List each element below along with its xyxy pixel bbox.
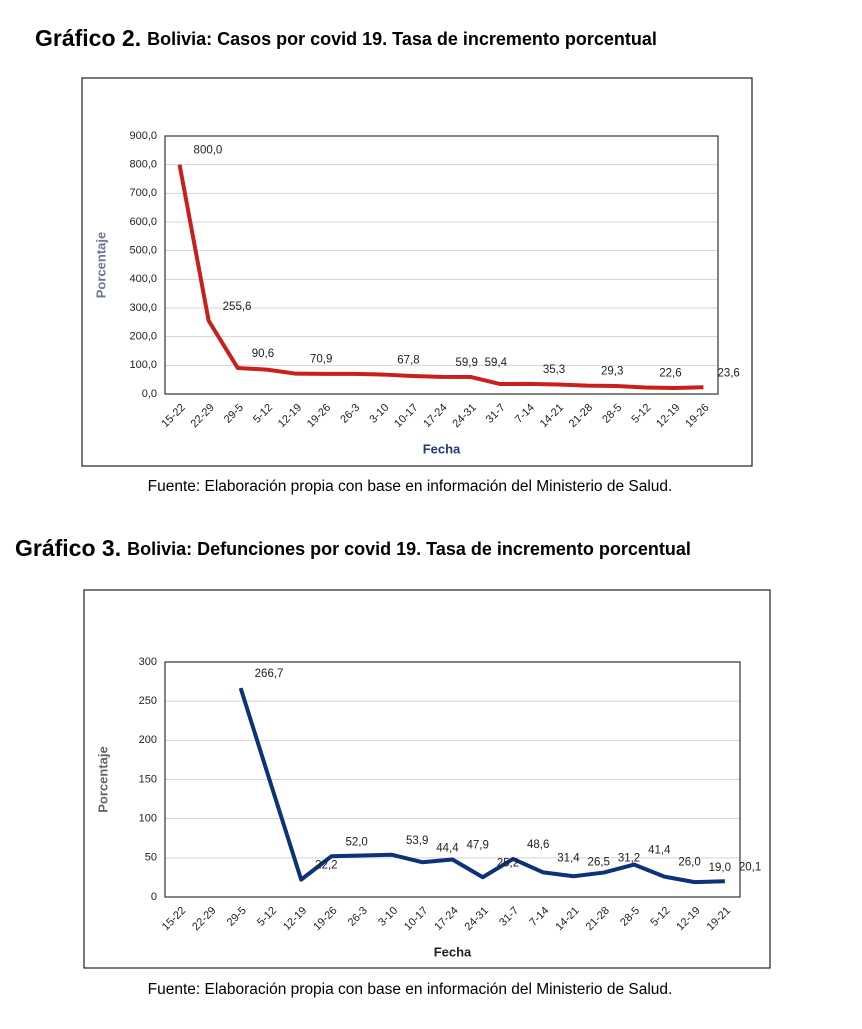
heading: Gráfico 3. Bolivia: Defunciones por covid… <box>15 535 691 561</box>
figure-title: Bolivia: Casos por covid 19. Tasa de inc… <box>147 29 657 49</box>
data-label: 19,0 <box>709 862 731 874</box>
data-label: 44,4 <box>436 842 459 854</box>
data-label: 35,3 <box>543 364 565 376</box>
data-label: 59,4 <box>485 357 508 369</box>
figure-title: Bolivia: Defunciones por covid 19. Tasa … <box>127 539 691 559</box>
source-note: Fuente: Elaboración propia con base en i… <box>148 478 673 495</box>
chart-frame <box>81 77 753 467</box>
y-tick-label: 800,0 <box>129 159 157 171</box>
heading: Gráfico 2. Bolivia: Casos por covid 19. T… <box>35 25 657 51</box>
y-tick-label: 150 <box>139 773 157 785</box>
plot-border <box>164 135 719 395</box>
y-tick-label: 0 <box>151 891 157 903</box>
y-tick-label: 300 <box>139 656 157 668</box>
data-label: 41,4 <box>648 845 671 857</box>
y-tick-label: 200 <box>139 734 157 746</box>
data-label: 53,9 <box>406 835 428 847</box>
data-label: 266,7 <box>255 668 284 680</box>
data-label: 26,5 <box>588 856 610 868</box>
data-label: 29,3 <box>601 366 623 378</box>
y-tick-label: 250 <box>139 695 157 707</box>
y-tick-label: 300,0 <box>129 302 157 314</box>
y-tick-label: 100,0 <box>129 359 157 371</box>
data-label: 52,0 <box>345 836 367 848</box>
data-label: 59,9 <box>456 357 478 369</box>
data-label: 70,9 <box>310 354 332 366</box>
data-label: 90,6 <box>252 348 274 360</box>
y-tick-label: 900,0 <box>129 130 157 142</box>
data-label: 20,1 <box>739 861 761 873</box>
data-label: 23,6 <box>717 367 739 379</box>
y-axis-title: Porcentaje <box>93 232 108 298</box>
y-tick-label: 500,0 <box>129 245 157 257</box>
figure-label: Gráfico 3. <box>15 535 121 561</box>
data-label: 67,8 <box>397 355 419 367</box>
y-tick-label: 100 <box>139 813 157 825</box>
data-label: 31,4 <box>557 852 580 864</box>
data-label: 31,2 <box>618 853 640 865</box>
data-label: 255,6 <box>223 301 252 313</box>
data-line <box>238 687 725 885</box>
y-axis-title: Porcentaje <box>95 746 110 812</box>
x-axis-title: Fecha <box>434 944 472 959</box>
data-line <box>177 164 704 390</box>
data-label: 26,0 <box>678 857 700 869</box>
x-axis-title: Fecha <box>423 441 461 456</box>
data-label: 22,6 <box>659 368 681 380</box>
data-label: 800,0 <box>194 145 223 157</box>
figure-label: Gráfico 2. <box>35 25 141 51</box>
data-label: 25,2 <box>497 857 519 869</box>
plot-border <box>164 661 741 898</box>
y-tick-label: 200,0 <box>129 331 157 343</box>
data-label: 22,2 <box>315 860 337 872</box>
y-tick-label: 600,0 <box>129 216 157 228</box>
data-label: 47,9 <box>467 840 489 852</box>
y-tick-label: 700,0 <box>129 187 157 199</box>
y-tick-label: 400,0 <box>129 273 157 285</box>
data-label: 48,6 <box>527 839 549 851</box>
y-tick-label: 50 <box>145 852 157 864</box>
y-tick-label: 0,0 <box>142 388 157 400</box>
source-note: Fuente: Elaboración propia con base en i… <box>148 981 673 998</box>
